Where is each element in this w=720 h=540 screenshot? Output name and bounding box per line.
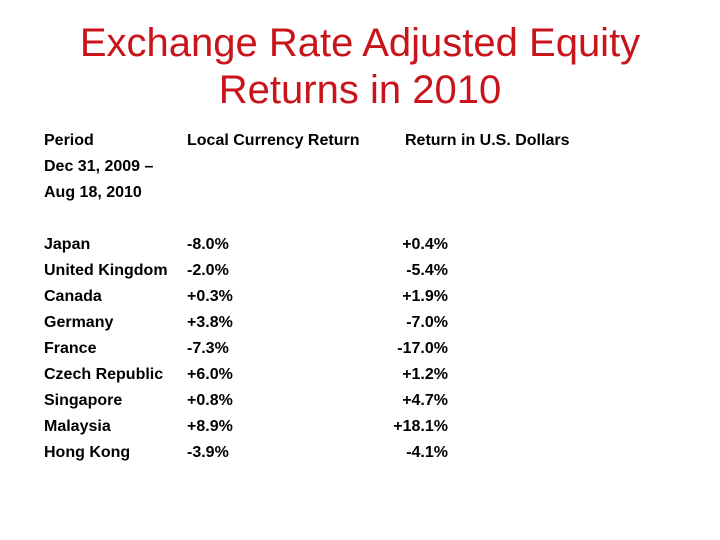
table-row: Singapore +0.8% +4.7%	[44, 388, 569, 414]
usd-return-value: +1.2%	[402, 366, 448, 383]
table-row: Malaysia +8.9% +18.1%	[44, 414, 569, 440]
country-label: Singapore	[44, 392, 123, 409]
table-row: Hong Kong -3.9% -4.1%	[44, 440, 569, 466]
local-currency-return-value: +3.8%	[187, 314, 233, 331]
country-label: Germany	[44, 314, 114, 331]
local-currency-return-value: -2.0%	[187, 262, 229, 279]
usd-return-value: -7.0%	[406, 314, 448, 331]
period-end-date: Aug 18, 2010	[44, 184, 142, 201]
usd-return-value: +1.9%	[402, 288, 448, 305]
period-column-header: Period	[44, 132, 94, 149]
table-row: Canada +0.3% +1.9%	[44, 284, 569, 310]
local-currency-return-value: +8.9%	[187, 418, 233, 435]
table-row: Czech Republic +6.0% +1.2%	[44, 362, 569, 388]
table-row: France -7.3% -17.0%	[44, 336, 569, 362]
local-currency-return-value: +6.0%	[187, 366, 233, 383]
usd-return-value: -17.0%	[397, 340, 448, 357]
slide-title-line-1: Exchange Rate Adjusted Equity	[79, 21, 641, 65]
country-label: Canada	[44, 288, 102, 305]
local-currency-return-value: +0.3%	[187, 288, 233, 305]
returns-table: Period Local Currency Return Return in U…	[44, 128, 569, 466]
usd-return-value: +0.4%	[402, 236, 448, 253]
usd-return-value: -5.4%	[406, 262, 448, 279]
usd-return-value: +4.7%	[402, 392, 448, 409]
country-label: Japan	[44, 236, 91, 253]
local-currency-return-value: -8.0%	[187, 236, 229, 253]
table-row: United Kingdom -2.0% -5.4%	[44, 258, 569, 284]
local-currency-return-value: -3.9%	[187, 444, 229, 461]
local-currency-return-value: +0.8%	[187, 392, 233, 409]
slide-title: Exchange Rate Adjusted Equity Returns in…	[0, 20, 720, 114]
period-start-date: Dec 31, 2009 –	[44, 158, 154, 175]
table-row: Germany +3.8% -7.0%	[44, 310, 569, 336]
country-label: France	[44, 340, 97, 357]
local-currency-column-header: Local Currency Return	[187, 132, 360, 149]
country-label: Malaysia	[44, 418, 111, 435]
table-header-row: Period Local Currency Return Return in U…	[44, 128, 569, 154]
table-body: Japan -8.0% +0.4% United Kingdom -2.0% -…	[44, 232, 569, 466]
slide-title-line-2: Returns in 2010	[218, 68, 502, 112]
local-currency-return-value: -7.3%	[187, 340, 229, 357]
table-row: Japan -8.0% +0.4%	[44, 232, 569, 258]
country-label: Czech Republic	[44, 366, 164, 383]
country-label: United Kingdom	[44, 262, 168, 279]
usd-return-value: +18.1%	[393, 418, 448, 435]
usd-return-value: -4.1%	[406, 444, 448, 461]
country-label: Hong Kong	[44, 444, 131, 461]
usd-column-header: Return in U.S. Dollars	[405, 132, 570, 149]
